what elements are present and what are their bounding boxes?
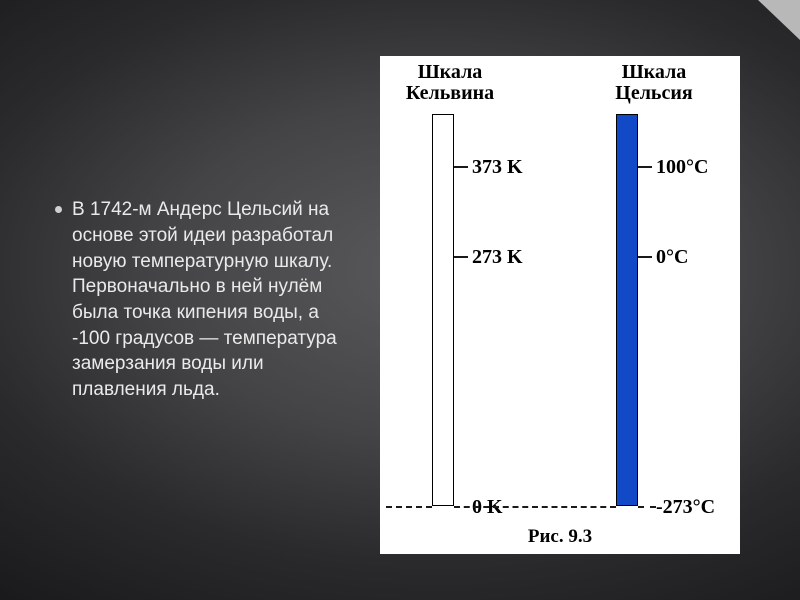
figure: Шкала Кельвина Шкала Цельсия 373 K 273 K… xyxy=(380,56,740,554)
celsius-value: 0°C xyxy=(656,246,688,268)
celsius-tick-label: 100°C xyxy=(656,156,708,179)
kelvin-tick xyxy=(454,166,468,168)
celsius-fill xyxy=(617,115,637,505)
celsius-thermometer xyxy=(616,114,638,506)
figure-caption: Рис. 9.3 xyxy=(380,526,740,548)
baseline-dashed xyxy=(638,506,656,508)
baseline-dashed xyxy=(454,506,616,508)
kelvin-tick-label: 373 K xyxy=(472,156,523,179)
kelvin-fill xyxy=(433,115,453,505)
paragraph: В 1742-м Андерс Цельсий на основе этой и… xyxy=(72,197,350,402)
celsius-tick xyxy=(638,166,652,168)
kelvin-tick xyxy=(454,256,468,258)
text-column: В 1742-м Андерс Цельсий на основе этой и… xyxy=(0,197,370,402)
baseline-dashed xyxy=(386,506,432,508)
slide: В 1742-м Андерс Цельсий на основе этой и… xyxy=(0,0,800,600)
kelvin-tick-label: 273 K xyxy=(472,246,523,269)
celsius-tick-label: -273°C xyxy=(656,496,715,519)
celsius-tick-label: 0°C xyxy=(656,246,688,269)
celsius-tick xyxy=(638,256,652,258)
bullet-item: В 1742-м Андерс Цельсий на основе этой и… xyxy=(55,197,350,402)
celsius-value: -273°C xyxy=(656,496,715,518)
celsius-title: Шкала Цельсия xyxy=(594,62,714,104)
bullet-dot xyxy=(55,206,62,213)
kelvin-title: Шкала Кельвина xyxy=(390,62,510,104)
celsius-value: 100°C xyxy=(656,156,708,178)
kelvin-thermometer xyxy=(432,114,454,506)
